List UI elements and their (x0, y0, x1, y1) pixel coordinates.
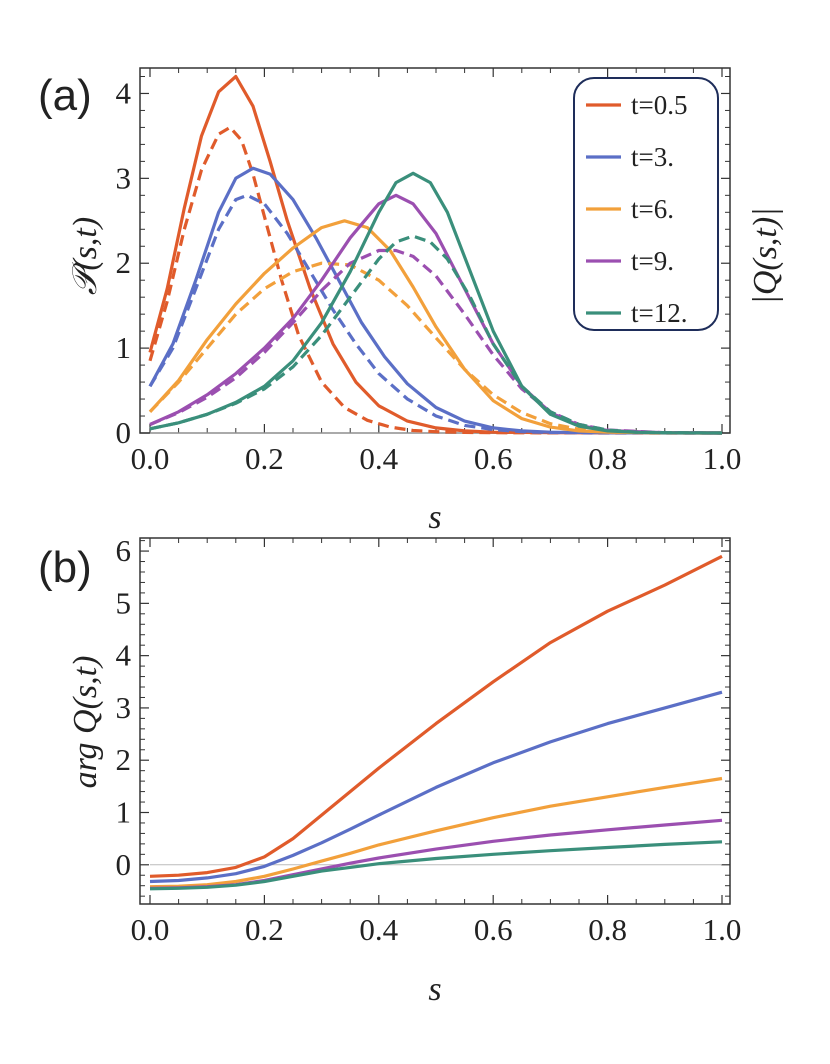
a-xtick-label: 0.2 (245, 441, 284, 476)
panel-b-ylabel: arg Q(s,t) (67, 656, 104, 789)
b-ytick-label: 5 (116, 585, 132, 620)
legend-label: t=12. (631, 298, 687, 328)
b-series-4-solid (149, 840, 723, 891)
legend-label: t=0.5 (631, 90, 687, 120)
a-xtick-label: 0.6 (474, 441, 513, 476)
b-ytick-label: 0 (116, 847, 132, 882)
b-xtick-label: 1.0 (703, 912, 742, 947)
panel-b-xlabel: s (428, 971, 441, 1008)
b-xtick-label: 0.2 (245, 912, 284, 947)
a-xtick-label: 0.8 (588, 441, 627, 476)
a-xtick-label: 1.0 (703, 441, 742, 476)
b-xtick-label: 0.8 (588, 912, 627, 947)
b-ytick-label: 6 (116, 533, 132, 568)
panel-a-ticks: 0.0 0.2 0.4 0.6 0.8 1.0 0 1 2 3 4 (116, 68, 742, 476)
b-ytick-label: 4 (116, 638, 132, 673)
legend-label: t=3. (631, 142, 674, 172)
a-series-4-solid (148, 219, 723, 435)
panel-b-label: (b) (38, 543, 92, 592)
b-xtick-label: 0.4 (359, 912, 398, 947)
legend-label: t=9. (631, 246, 674, 276)
b-series-0-solid (149, 554, 723, 878)
a-xtick-label: 0.0 (131, 441, 170, 476)
panel-a-label: (a) (38, 71, 92, 120)
a-ytick-label: 2 (116, 245, 132, 280)
b-ytick-label: 3 (116, 690, 132, 725)
a-ytick-label: 3 (116, 160, 132, 195)
b-xtick-label: 0.0 (131, 912, 170, 947)
panel-a-ylabel-right: |Q(s,t)| (747, 207, 784, 304)
legend-label: t=6. (631, 194, 674, 224)
a-series-7-dashed (149, 248, 723, 435)
a-series-9-dashed (149, 234, 723, 435)
legend: t=0.5 t=3. t=6. t=9. t=12. (573, 77, 719, 331)
a-ytick-label: 1 (116, 330, 132, 365)
b-xtick-label: 0.6 (474, 912, 513, 947)
a-series-3-dashed (148, 193, 723, 435)
panel-b-frame (139, 537, 731, 905)
panel-b-ticks: 0.0 0.2 0.4 0.6 0.8 1.0 0 1 2 3 4 5 6 (116, 533, 742, 947)
legend-box (573, 77, 719, 331)
b-series-2-solid (149, 776, 723, 889)
a-xtick-label: 0.4 (359, 441, 398, 476)
legend-items: t=0.5 t=3. t=6. t=9. t=12. (586, 90, 687, 328)
a-series-1-dashed (148, 125, 722, 435)
a-ytick-label: 0 (116, 415, 132, 450)
panel-a-ylabel: 𝒫(s,t) (67, 217, 104, 295)
panel-a-series (148, 74, 723, 435)
a-ytick-label: 4 (116, 75, 132, 110)
panel-a-xlabel: s (428, 499, 441, 536)
panel-b-series (149, 554, 723, 891)
a-series-5-dashed (148, 261, 723, 435)
b-series-1-solid (149, 690, 723, 884)
b-ytick-label: 1 (116, 795, 132, 830)
b-ytick-label: 2 (116, 742, 132, 777)
